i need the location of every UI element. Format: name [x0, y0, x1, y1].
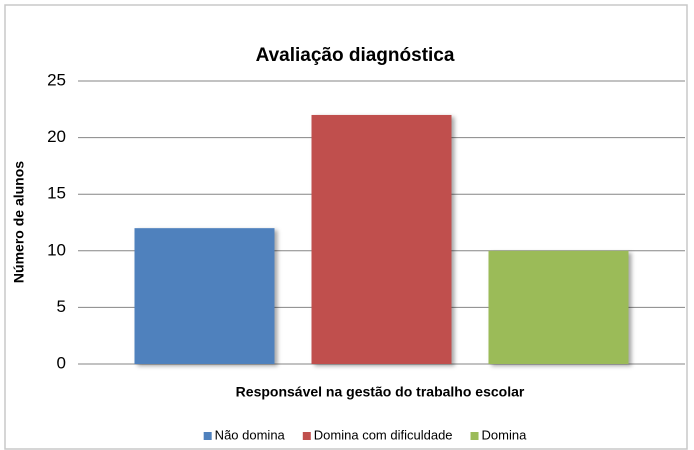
legend-label: Domina — [482, 427, 528, 442]
y-tick-label: 10 — [47, 240, 66, 259]
y-axis-label: Número de alunos — [11, 161, 27, 283]
bar — [134, 228, 275, 364]
bar — [488, 250, 629, 364]
x-axis-label: Responsável na gestão do trabalho escola… — [236, 384, 525, 400]
bar — [311, 114, 452, 365]
y-tick-label: 5 — [57, 297, 66, 316]
chart-title: Avaliação diagnóstica — [256, 45, 455, 66]
y-tick-label: 15 — [47, 184, 66, 203]
legend-label: Domina com dificuldade — [314, 427, 453, 442]
legend: Não domina Domina com dificuldade Domina — [203, 427, 528, 442]
y-tick-label: 25 — [47, 70, 66, 89]
y-tick-label: 20 — [47, 127, 66, 146]
legend-label: Não domina — [215, 427, 286, 442]
legend-swatch — [203, 432, 212, 440]
legend-swatch — [302, 432, 311, 440]
legend-swatch — [470, 432, 479, 440]
y-tick-label: 0 — [57, 353, 66, 372]
